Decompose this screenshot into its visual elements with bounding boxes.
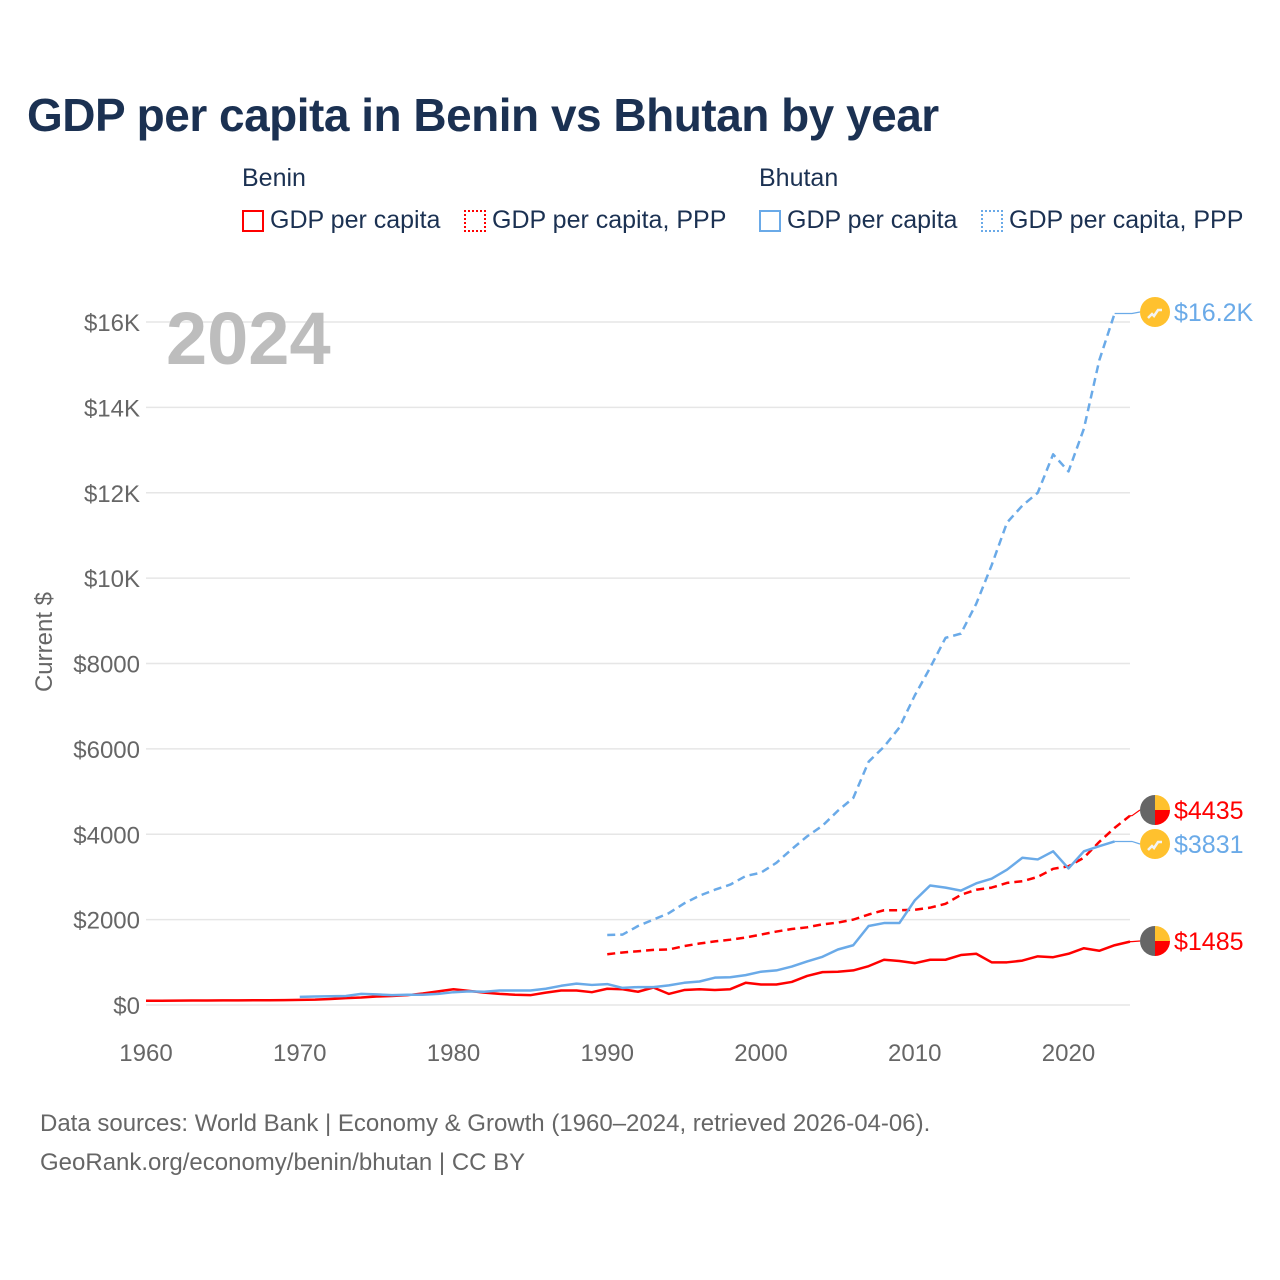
y-tick-label: $6000: [73, 737, 140, 764]
legend-bhutan-gdp[interactable]: GDP per capita: [759, 206, 957, 235]
legend-swatch-dotted-icon: [464, 209, 486, 232]
series-line-bhutan-gdp-per-capita-ppp: [607, 313, 1116, 937]
x-tick-label: 2000: [734, 1040, 787, 1067]
y-tick-label: $14K: [84, 395, 140, 422]
dragon-icon: [1147, 308, 1162, 319]
flag-red-part: [1155, 810, 1170, 825]
legend-group-bhutan: Bhutan: [759, 164, 839, 192]
label-connector: [1114, 311, 1141, 315]
x-tick-label: 2010: [888, 1040, 941, 1067]
flag-red-part: [1155, 941, 1170, 956]
legend-swatch-solid-icon: [759, 209, 781, 232]
end-value-label: $4435: [1174, 797, 1244, 825]
bhutan-flag-icon: [1140, 829, 1170, 859]
legend-label: GDP per capita, PPP: [492, 206, 727, 234]
end-value-label: $16.2K: [1174, 299, 1254, 327]
x-tick-label: 1990: [581, 1040, 634, 1067]
label-connector: [1114, 840, 1141, 845]
y-axis-label: Current $: [31, 591, 58, 693]
flag-yellow-part: [1155, 795, 1170, 810]
legend-swatch-dotted-icon: [981, 209, 1003, 232]
dragon-icon: [1147, 840, 1162, 851]
y-tick-label: $4000: [73, 822, 140, 849]
series-line-bhutan-gdp-per-capita: [299, 840, 1115, 999]
flag-yellow-part: [1155, 926, 1170, 941]
legend-group-benin: Benin: [242, 164, 306, 192]
series-line-benin-gdp-per-capita-ppp: [607, 814, 1131, 956]
end-value-label: $1485: [1174, 928, 1244, 956]
bhutan-flag-icon: [1140, 297, 1170, 327]
legend-label: GDP per capita: [787, 206, 958, 234]
y-tick-label: $2000: [73, 908, 140, 935]
label-connector: [1130, 809, 1141, 817]
label-connector: [1130, 940, 1141, 943]
legend-benin-ppp[interactable]: GDP per capita, PPP: [464, 206, 726, 235]
source-link[interactable]: GeoRank.org/economy/benin/bhutan | CC BY: [40, 1149, 526, 1176]
benin-flag-icon: [1140, 795, 1155, 825]
y-tick-label: $16K: [84, 310, 140, 337]
y-tick-label: $0: [113, 993, 140, 1020]
benin-flag-icon: [1140, 926, 1155, 956]
x-tick-label: 2020: [1042, 1040, 1095, 1067]
series-line-benin-gdp-per-capita: [145, 940, 1131, 1002]
year-overlay: 2024: [166, 297, 331, 380]
end-value-label: $3831: [1174, 831, 1244, 859]
x-tick-label: 1960: [119, 1040, 172, 1067]
legend-label: GDP per capita, PPP: [1009, 206, 1244, 234]
legend-bhutan-ppp[interactable]: GDP per capita, PPP: [981, 206, 1243, 235]
legend-label: GDP per capita: [270, 206, 441, 234]
y-tick-label: $12K: [84, 481, 140, 508]
source-text: Data sources: World Bank | Economy & Gro…: [40, 1110, 931, 1137]
legend-benin-gdp[interactable]: GDP per capita: [242, 206, 440, 235]
y-tick-label: $8000: [73, 652, 140, 679]
chart-title: GDP per capita in Benin vs Bhutan by yea…: [27, 89, 939, 141]
x-tick-label: 1980: [427, 1040, 480, 1067]
x-tick-label: 1970: [273, 1040, 326, 1067]
legend-swatch-solid-icon: [242, 209, 264, 232]
y-tick-label: $10K: [84, 566, 140, 593]
